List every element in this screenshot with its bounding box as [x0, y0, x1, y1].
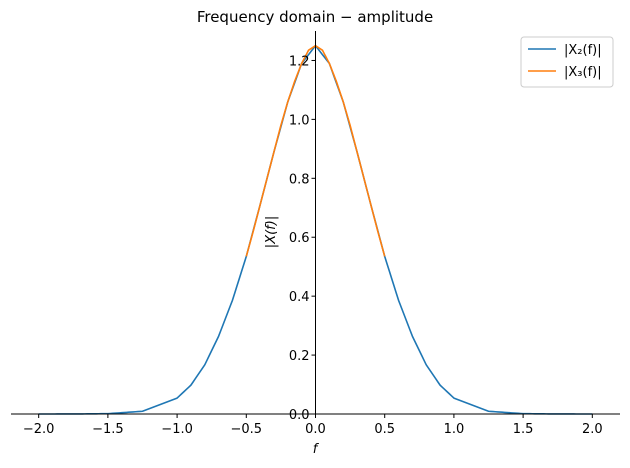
y-tick-label: 0.2 — [289, 349, 310, 364]
ticks-layer: −2.0 −1.5 −1.0 −0.5 0.0 0.5 1.0 1.5 2.0 0.0 0.2 0.4… — [23, 54, 603, 437]
x-tick-label: −1.0 — [161, 422, 193, 437]
legend: |X₂(f)| |X₃(f)| — [520, 36, 614, 88]
y-tick-label: 0.4 — [289, 290, 310, 305]
x-tick-label: 0.0 — [305, 422, 326, 437]
y-tick-label: 1.2 — [289, 54, 310, 69]
y-tick-label: 0.8 — [289, 172, 310, 187]
x-tick-label: −0.5 — [231, 422, 263, 437]
y-tick-label: 1.0 — [289, 113, 310, 128]
x-tick-label: −1.5 — [92, 422, 124, 437]
y-tick-label: 0.0 — [289, 408, 310, 423]
x-tick-label: −2.0 — [23, 422, 55, 437]
y-tick-label: 0.6 — [289, 231, 310, 246]
x-tick-label: 1.5 — [513, 422, 534, 437]
legend-label-1: |X₂(f)| — [564, 43, 602, 58]
x-tick-label: 0.5 — [374, 422, 395, 437]
x-axis-label: f — [313, 442, 320, 457]
chart-title: Frequency domain − amplitude — [197, 8, 433, 26]
axes-layer — [11, 31, 620, 415]
x-tick-label: 2.0 — [582, 422, 603, 437]
x-tick-label: 1.0 — [444, 422, 465, 437]
y-axis-label: |X(f)| — [264, 216, 279, 248]
legend-label-2: |X₃(f)| — [564, 65, 602, 80]
